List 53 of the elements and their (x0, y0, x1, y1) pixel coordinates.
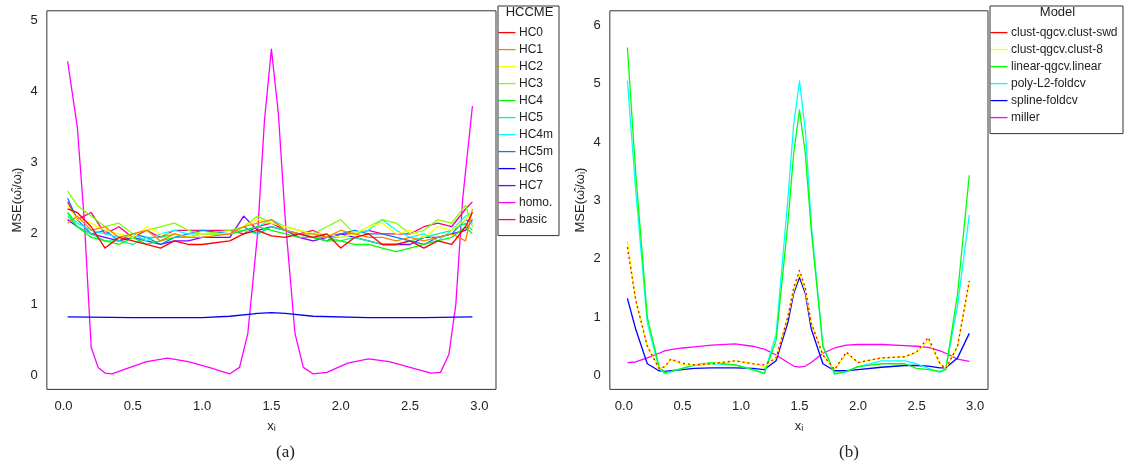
legend-label: clust-qgcv.clust-8 (1011, 41, 1104, 56)
x-axis-title: xᵢ (267, 418, 276, 434)
y-tick-label: 3 (30, 154, 38, 170)
x-tick-label: 0.5 (123, 397, 142, 413)
x-tick-label: 1.5 (790, 397, 809, 413)
y-tick-label: 5 (593, 75, 601, 91)
text: (a) (276, 442, 295, 462)
x-tick-label: 2.5 (907, 397, 926, 413)
x-tick-label: 3.0 (966, 397, 985, 413)
y-tick-label: 0 (30, 367, 38, 383)
x-tick-label: 0.5 (673, 397, 692, 413)
y-tick-label: 5 (30, 12, 38, 28)
y-tick-label: 1 (593, 308, 601, 324)
legend-label: basic (519, 211, 548, 226)
x-tick-label: 0.0 (614, 397, 633, 413)
x-tick-label: 2.0 (331, 397, 350, 413)
legend-label: HC2 (519, 58, 544, 73)
legend-label: poly-L2-foldcv (1011, 75, 1086, 90)
legend-label: HC5m (519, 143, 554, 158)
text: (b) (839, 442, 859, 462)
y-tick-label: 6 (593, 16, 601, 32)
y-axis-title: MSE(ω̂ᵢ/ωᵢ) (9, 167, 25, 233)
legend-label: HC1 (519, 41, 544, 56)
x-tick-label: 2.0 (849, 397, 868, 413)
x-tick-label: 1.0 (193, 397, 212, 413)
legend-label: homo. (519, 194, 553, 209)
y-tick-label: 1 (30, 296, 38, 312)
y-tick-label: 2 (593, 250, 601, 266)
y-tick-label: 3 (593, 191, 601, 207)
y-tick-label: 0 (593, 366, 601, 382)
x-tick-label: 1.5 (262, 397, 281, 413)
x-tick-label: 2.5 (401, 397, 420, 413)
legend-label: HC7 (519, 177, 544, 192)
legend-label: HC4 (519, 92, 544, 107)
y-tick-label: 4 (593, 133, 601, 149)
legend-label: HC5 (519, 109, 544, 124)
x-tick-label: 3.0 (470, 397, 489, 413)
y-tick-label: 4 (30, 83, 38, 99)
x-axis-title: xᵢ (794, 418, 804, 434)
legend-label: HC3 (519, 75, 544, 90)
legend-label: spline-foldcv (1011, 92, 1078, 107)
x-tick-label: 1.0 (731, 397, 750, 413)
legend-title: Model (1039, 4, 1076, 20)
legend-label: HC0 (519, 24, 544, 39)
legend-label: HC4m (519, 126, 554, 141)
x-tick-label: 0.0 (54, 397, 73, 413)
legend-label: miller (1011, 109, 1040, 124)
legend-label: linear-qgcv.linear (1011, 58, 1102, 73)
legend-label: clust-qgcv.clust-swd (1011, 24, 1118, 39)
legend-title: HCCME (505, 4, 554, 20)
y-tick-label: 2 (30, 225, 38, 241)
y-axis-title: MSE(ω̂ᵢ/ωᵢ) (572, 167, 588, 233)
legend-label: HC6 (519, 160, 544, 175)
